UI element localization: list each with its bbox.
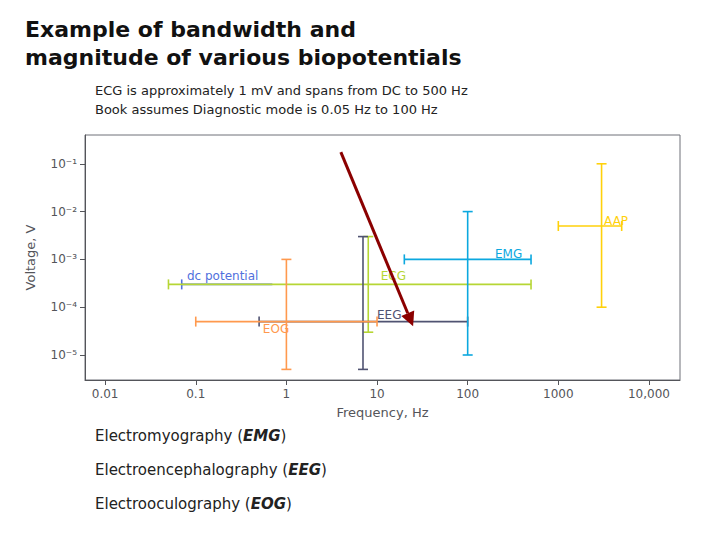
svg-text:Example of bandwidth and: Example of bandwidth and: [25, 17, 356, 42]
svg-text:10⁻³: 10⁻³: [51, 252, 78, 266]
svg-text:EOG: EOG: [251, 495, 286, 513]
svg-text:): ): [286, 495, 292, 513]
svg-text:100: 100: [456, 387, 479, 401]
svg-text:10⁻⁵: 10⁻⁵: [51, 348, 78, 362]
svg-text:0.01: 0.01: [92, 387, 119, 401]
svg-text:AAP: AAP: [604, 214, 628, 228]
svg-text:Book assumes Diagnostic mode i: Book assumes Diagnostic mode is 0.05 Hz …: [95, 102, 438, 117]
svg-text:Voltage, V: Voltage, V: [23, 224, 38, 290]
svg-text:magnitude of various biopotent: magnitude of various biopotentials: [25, 45, 462, 70]
svg-text:EEG: EEG: [288, 461, 321, 479]
svg-text:Electroencephalography (: Electroencephalography (: [95, 461, 288, 479]
svg-text:10⁻¹: 10⁻¹: [51, 157, 78, 171]
svg-text:ECG is approximately 1 mV and: ECG is approximately 1 mV and spans from…: [95, 83, 468, 98]
svg-text:EMG: EMG: [495, 247, 522, 261]
svg-text:10⁻²: 10⁻²: [51, 205, 78, 219]
svg-text:1000: 1000: [543, 387, 574, 401]
svg-text:Frequency, Hz: Frequency, Hz: [336, 405, 428, 420]
svg-text:1: 1: [283, 387, 291, 401]
svg-text:): ): [281, 427, 287, 445]
svg-text:0.1: 0.1: [186, 387, 205, 401]
svg-text:EMG: EMG: [243, 427, 281, 445]
svg-text:Electrooculography (: Electrooculography (: [95, 495, 251, 513]
svg-text:ECG: ECG: [380, 269, 407, 283]
svg-text:10,000: 10,000: [628, 387, 670, 401]
svg-text:dc potential: dc potential: [187, 269, 258, 283]
svg-text:EOG: EOG: [263, 322, 289, 336]
svg-text:EEG: EEG: [377, 308, 401, 322]
svg-text:): ): [321, 461, 327, 479]
svg-text:Electromyography (: Electromyography (: [95, 427, 243, 445]
svg-text:10⁻⁴: 10⁻⁴: [51, 300, 78, 314]
svg-text:10: 10: [369, 387, 384, 401]
